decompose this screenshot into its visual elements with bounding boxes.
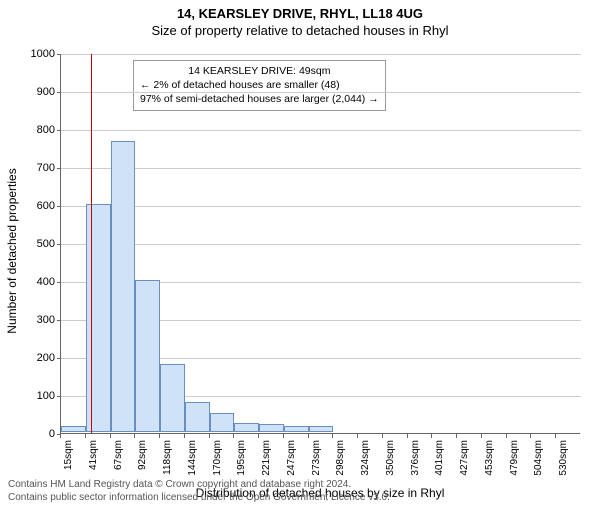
y-tick-mark xyxy=(57,320,61,321)
y-axis-label: Number of detached properties xyxy=(5,168,19,333)
x-tick-label: 453sqm xyxy=(484,440,495,490)
x-tick-mark xyxy=(332,434,333,438)
info-box: 14 KEARSLEY DRIVE: 49sqm ← 2% of detache… xyxy=(133,60,386,111)
histogram-bar xyxy=(185,402,210,432)
info-box-line3: 97% of semi-detached houses are larger (… xyxy=(140,92,379,106)
x-tick-mark xyxy=(506,434,507,438)
grid-line xyxy=(61,130,581,131)
y-tick-mark xyxy=(57,282,61,283)
x-tick-mark xyxy=(258,434,259,438)
histogram-bar xyxy=(61,426,86,432)
x-tick-label: 479sqm xyxy=(509,440,520,490)
y-tick-label: 0 xyxy=(15,428,55,440)
y-tick-label: 700 xyxy=(15,162,55,174)
x-tick-mark xyxy=(481,434,482,438)
x-tick-mark xyxy=(134,434,135,438)
footer-line2: Contains public sector information licen… xyxy=(8,492,390,505)
y-tick-mark xyxy=(57,358,61,359)
x-tick-mark xyxy=(184,434,185,438)
x-tick-mark xyxy=(357,434,358,438)
reference-marker-line xyxy=(91,54,92,433)
y-tick-mark xyxy=(57,130,61,131)
info-box-line1: 14 KEARSLEY DRIVE: 49sqm xyxy=(140,64,379,78)
plot-area: 14 KEARSLEY DRIVE: 49sqm ← 2% of detache… xyxy=(60,54,580,434)
x-tick-mark xyxy=(110,434,111,438)
footer-line1: Contains HM Land Registry data © Crown c… xyxy=(8,479,390,492)
x-tick-label: 401sqm xyxy=(434,440,445,490)
y-tick-mark xyxy=(57,244,61,245)
x-tick-mark xyxy=(530,434,531,438)
x-tick-mark xyxy=(407,434,408,438)
x-tick-label: 530sqm xyxy=(558,440,569,490)
grid-line xyxy=(61,54,581,55)
y-tick-label: 1000 xyxy=(15,48,55,60)
y-tick-label: 100 xyxy=(15,390,55,402)
y-tick-mark xyxy=(57,396,61,397)
x-tick-mark xyxy=(159,434,160,438)
info-box-line2: ← 2% of detached houses are smaller (48) xyxy=(140,78,379,92)
x-tick-mark xyxy=(209,434,210,438)
y-tick-mark xyxy=(57,54,61,55)
y-tick-label: 600 xyxy=(15,200,55,212)
y-tick-mark xyxy=(57,168,61,169)
x-tick-label: 427sqm xyxy=(459,440,470,490)
chart-title-sub: Size of property relative to detached ho… xyxy=(0,23,600,38)
x-tick-mark xyxy=(85,434,86,438)
histogram-bar xyxy=(160,364,185,432)
y-tick-label: 400 xyxy=(15,276,55,288)
footer-attribution: Contains HM Land Registry data © Crown c… xyxy=(8,479,390,504)
histogram-bar xyxy=(111,141,136,432)
x-tick-mark xyxy=(60,434,61,438)
chart-title-main: 14, KEARSLEY DRIVE, RHYL, LL18 4UG xyxy=(0,6,600,21)
x-tick-mark xyxy=(233,434,234,438)
y-tick-label: 800 xyxy=(15,124,55,136)
x-tick-label: 504sqm xyxy=(533,440,544,490)
histogram-bar xyxy=(210,413,235,432)
histogram-bar xyxy=(259,424,284,432)
y-tick-label: 300 xyxy=(15,314,55,326)
grid-line xyxy=(61,92,581,93)
y-tick-mark xyxy=(57,92,61,93)
grid-line xyxy=(61,244,581,245)
grid-line xyxy=(61,206,581,207)
x-tick-mark xyxy=(283,434,284,438)
y-tick-label: 900 xyxy=(15,86,55,98)
x-tick-mark xyxy=(308,434,309,438)
chart-area: 14 KEARSLEY DRIVE: 49sqm ← 2% of detache… xyxy=(60,54,580,434)
x-tick-label: 376sqm xyxy=(410,440,421,490)
x-tick-mark xyxy=(431,434,432,438)
y-tick-mark xyxy=(57,206,61,207)
grid-line xyxy=(61,168,581,169)
histogram-bar xyxy=(135,280,160,432)
histogram-bar xyxy=(86,204,111,432)
histogram-bar xyxy=(309,426,334,432)
histogram-bar xyxy=(284,426,309,432)
x-tick-mark xyxy=(382,434,383,438)
y-tick-label: 500 xyxy=(15,238,55,250)
x-tick-mark xyxy=(456,434,457,438)
y-tick-label: 200 xyxy=(15,352,55,364)
histogram-bar xyxy=(234,423,259,433)
x-tick-mark xyxy=(555,434,556,438)
